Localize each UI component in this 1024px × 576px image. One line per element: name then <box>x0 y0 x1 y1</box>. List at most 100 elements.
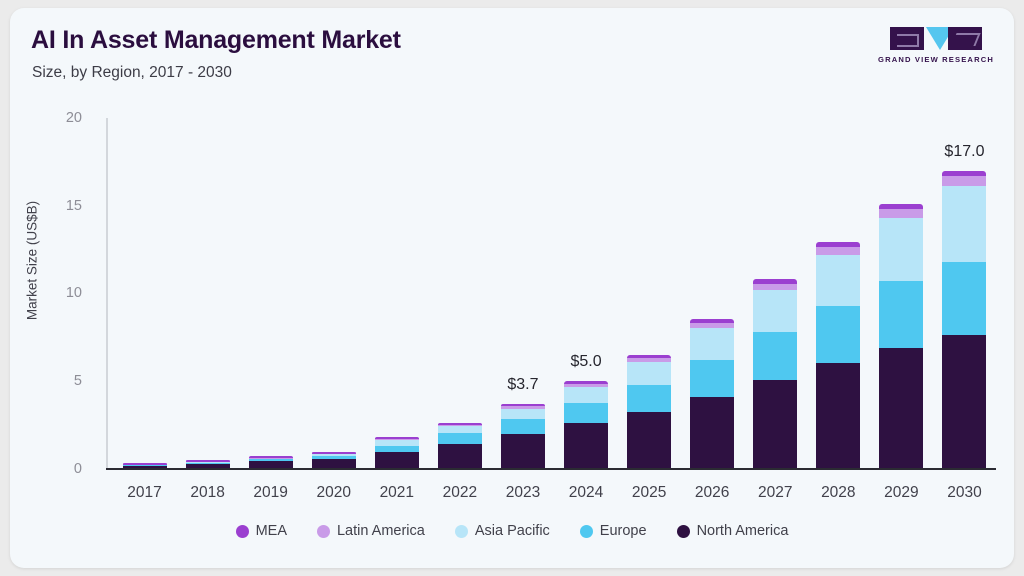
bar-value-label-2024: $5.0 <box>570 352 602 370</box>
legend-swatch-icon <box>316 524 330 538</box>
bar-segment-north-america[interactable] <box>690 396 735 469</box>
bar-2024[interactable] <box>564 118 609 469</box>
bar-2028[interactable] <box>816 118 861 469</box>
bar-segment-asia-pacific[interactable] <box>500 408 545 420</box>
legend-swatch-icon <box>235 524 249 538</box>
bar-segment-europe[interactable] <box>879 280 924 348</box>
legend-item-mea[interactable]: MEA <box>235 523 287 539</box>
stacked-bar-chart: Market Size (US$B) 0 5 10 15 20 2017 2018 2019… <box>10 8 1014 568</box>
x-axis-tick-label: 2017 <box>127 484 162 501</box>
bar-segment-mea[interactable] <box>311 451 356 454</box>
bar-segment-europe[interactable] <box>942 261 987 336</box>
bar-segment-north-america[interactable] <box>753 379 798 469</box>
bar-value-label-2023: $3.7 <box>507 375 539 393</box>
bar-segment-north-america[interactable] <box>564 422 609 469</box>
bar-2022[interactable] <box>437 118 482 469</box>
legend-item-latin-america[interactable]: Latin America <box>316 523 425 539</box>
bar-2030[interactable] <box>942 118 987 469</box>
bar-segment-north-america[interactable] <box>311 459 356 469</box>
bar-segment-north-america[interactable] <box>122 464 167 469</box>
legend-item-north-america[interactable]: North America <box>676 523 789 539</box>
bar-segment-mea[interactable] <box>627 354 672 359</box>
bar-segment-mea[interactable] <box>816 242 861 248</box>
bar-segment-mea[interactable] <box>437 422 482 425</box>
bar-segment-asia-pacific[interactable] <box>753 289 798 332</box>
bar-segment-north-america[interactable] <box>816 363 861 469</box>
bar-segment-north-america[interactable] <box>437 443 482 469</box>
bar-segment-asia-pacific[interactable] <box>437 426 482 434</box>
logo-triangle-icon <box>926 27 954 50</box>
bar-segment-mea[interactable] <box>500 403 545 406</box>
y-axis-label: Market Size (US$B) <box>24 200 40 321</box>
bar-segment-north-america[interactable] <box>627 411 672 469</box>
bar-segment-asia-pacific[interactable] <box>374 439 419 446</box>
bar-segment-mea[interactable] <box>879 203 924 210</box>
bar-segment-asia-pacific[interactable] <box>816 254 861 306</box>
bar-segment-latin-america[interactable] <box>879 209 924 218</box>
bar-segment-asia-pacific[interactable] <box>879 217 924 281</box>
bar-segment-north-america[interactable] <box>942 335 987 469</box>
bar-segment-latin-america[interactable] <box>627 358 672 363</box>
page-title: AI In Asset Management Market <box>31 26 401 54</box>
bar-segment-north-america[interactable] <box>374 452 419 469</box>
bar-segment-europe[interactable] <box>437 433 482 444</box>
bar-segment-europe[interactable] <box>753 331 798 380</box>
bar-segment-mea[interactable] <box>185 460 230 463</box>
y-axis-tick-label: 0 <box>73 460 82 477</box>
bar-segment-asia-pacific[interactable] <box>564 387 609 403</box>
logo-wordmark: GRAND VIEW RESEARCH <box>878 55 994 64</box>
bar-2021[interactable] <box>374 118 419 469</box>
bar-2019[interactable] <box>248 118 293 469</box>
bar-segment-europe[interactable] <box>564 402 609 423</box>
bar-segment-latin-america[interactable] <box>374 438 419 441</box>
legend-item-label: MEA <box>255 523 287 539</box>
bar-segment-north-america[interactable] <box>879 347 924 469</box>
bar-segment-mea[interactable] <box>564 380 609 384</box>
bar-2018[interactable] <box>185 118 230 469</box>
bar-segment-europe[interactable] <box>627 385 672 412</box>
bar-segment-europe[interactable] <box>374 445 419 453</box>
bar-segment-europe[interactable] <box>500 419 545 435</box>
bar-2025[interactable] <box>627 118 672 469</box>
bar-segment-europe[interactable] <box>311 455 356 460</box>
bar-segment-mea[interactable] <box>942 170 987 176</box>
bar-2026[interactable] <box>690 118 735 469</box>
x-axis-tick-label: 2023 <box>505 484 541 501</box>
bar-2027[interactable] <box>753 118 798 469</box>
legend-item-label: North America <box>696 523 789 539</box>
bar-segment-mea[interactable] <box>374 437 419 440</box>
bar-segment-latin-america[interactable] <box>437 423 482 427</box>
bar-segment-mea[interactable] <box>122 462 167 465</box>
bar-segment-north-america[interactable] <box>185 463 230 469</box>
bar-segment-asia-pacific[interactable] <box>627 362 672 386</box>
x-axis-tick-label: 2019 <box>253 484 288 501</box>
bar-segment-north-america[interactable] <box>248 461 293 469</box>
bar-2020[interactable] <box>311 118 356 469</box>
bar-segment-latin-america[interactable] <box>564 383 609 387</box>
bar-segment-mea[interactable] <box>753 279 798 284</box>
legend-item-label: Latin America <box>336 523 425 539</box>
bar-segment-asia-pacific[interactable] <box>311 453 356 456</box>
bar-segment-latin-america[interactable] <box>500 405 545 409</box>
bar-2029[interactable] <box>879 118 924 469</box>
bar-segment-asia-pacific[interactable] <box>942 186 987 262</box>
bar-segment-europe[interactable] <box>816 305 861 364</box>
bar-segment-asia-pacific[interactable] <box>690 328 735 360</box>
bar-segment-latin-america[interactable] <box>753 283 798 290</box>
bar-segment-mea[interactable] <box>690 319 735 324</box>
bar-segment-north-america[interactable] <box>500 434 545 469</box>
bar-2023[interactable] <box>500 118 545 469</box>
bar-segment-latin-america[interactable] <box>816 247 861 255</box>
bar-segment-latin-america[interactable] <box>690 323 735 329</box>
bar-2017[interactable] <box>122 118 167 469</box>
legend-swatch-icon <box>579 524 593 538</box>
bar-segment-europe[interactable] <box>690 359 735 397</box>
logo-letter-g-icon <box>890 27 924 50</box>
x-axis-tick-label: 2027 <box>758 484 793 501</box>
bar-segment-latin-america[interactable] <box>942 175 987 187</box>
x-axis-tick-label: 2028 <box>821 484 856 501</box>
bar-segment-mea[interactable] <box>248 456 293 459</box>
bar-segment-europe[interactable] <box>248 458 293 462</box>
legend-item-europe[interactable]: Europe <box>579 523 647 539</box>
legend-item-asia-pacific[interactable]: Asia Pacific <box>454 523 550 539</box>
